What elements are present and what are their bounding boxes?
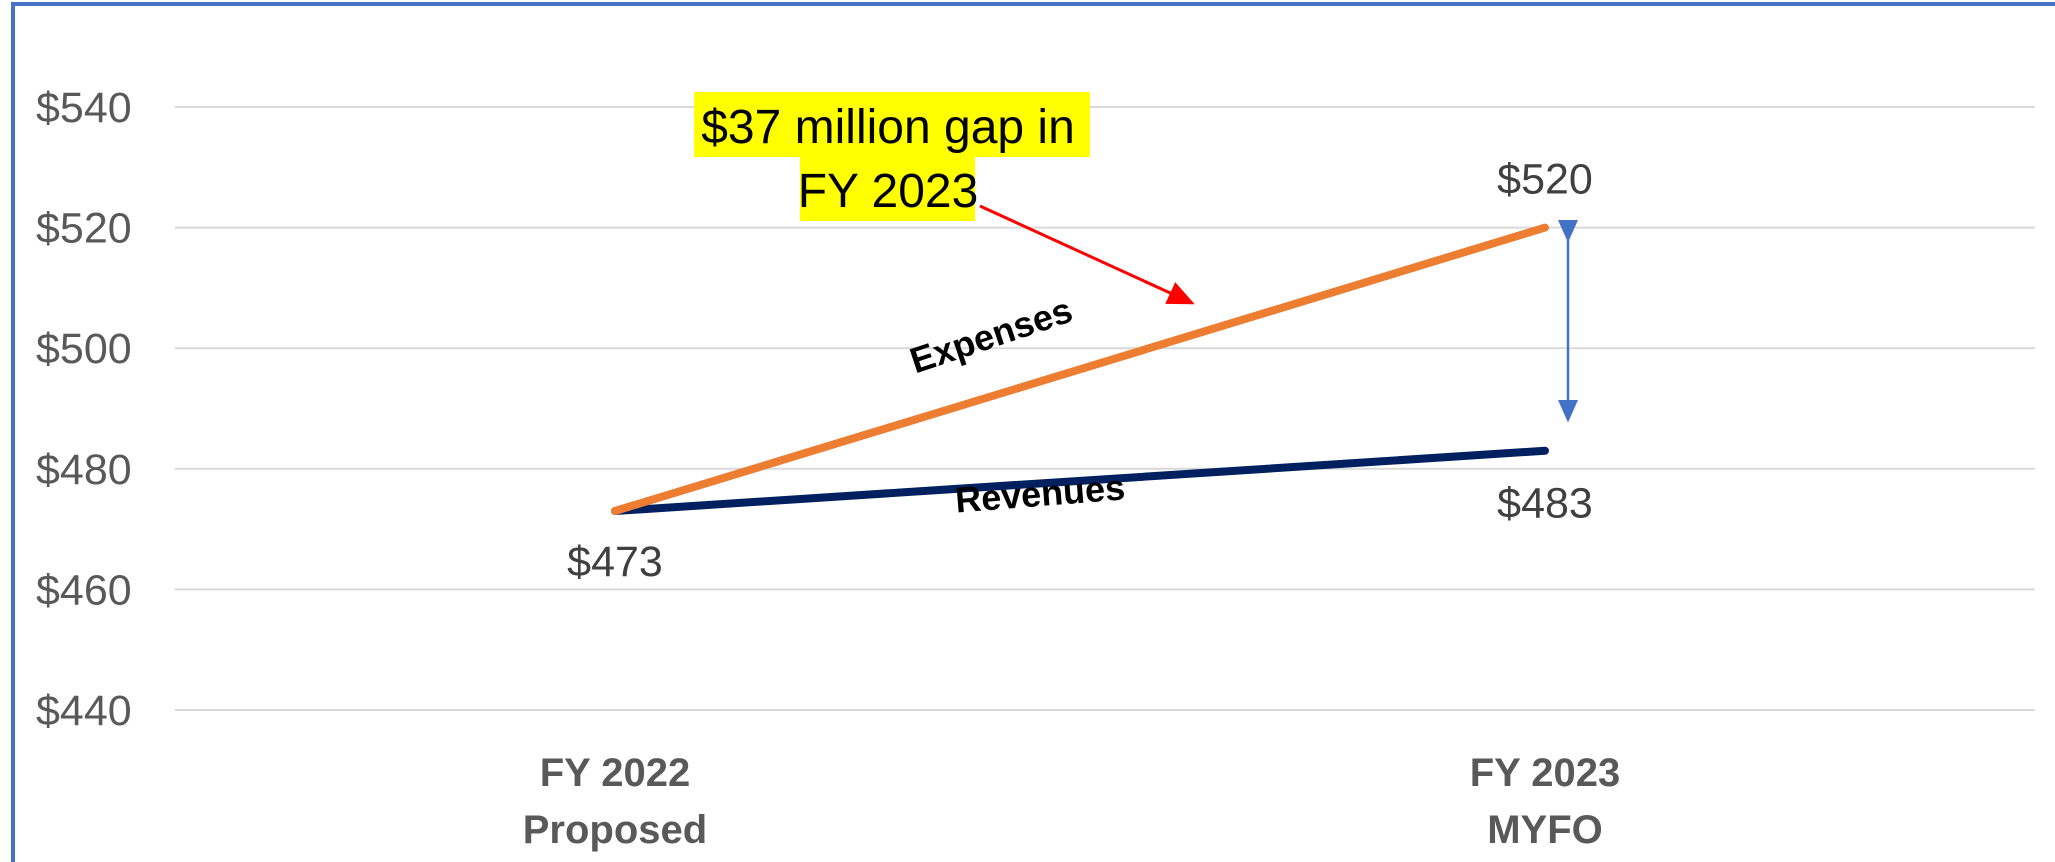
gridlines <box>175 106 2035 711</box>
callout-text-line-1: $37 million gap in <box>701 101 1075 154</box>
y-tick-label: $540 <box>36 84 132 132</box>
x-axis-categories: FY 2022 Proposed FY 2023 MYFO <box>523 751 1620 852</box>
chart-frame <box>11 2 2055 862</box>
x-category-label: Proposed <box>523 808 707 852</box>
data-label: $473 <box>567 538 663 586</box>
x-category-label: FY 2023 <box>1470 751 1621 795</box>
data-labels: $520 $473 $483 <box>567 156 1593 586</box>
series-label-expenses: Expenses <box>905 289 1077 381</box>
callout-text-line-2: FY 2023 <box>798 165 979 218</box>
callout-highlight-line-1 <box>694 92 1090 157</box>
callout-highlight-line-2 <box>800 157 975 221</box>
series-line-expenses <box>611 223 1549 516</box>
data-label: $483 <box>1497 480 1593 528</box>
series-label-revenues: Revenues <box>954 466 1127 520</box>
y-tick-label: $440 <box>36 687 132 735</box>
y-axis-ticks: $540 $520 $500 $480 $460 $440 <box>36 84 132 735</box>
series-line-revenues <box>611 446 1549 516</box>
series-lines <box>611 223 1549 516</box>
x-category-label: FY 2022 <box>540 751 691 795</box>
callout-arrow <box>979 204 1195 305</box>
y-tick-label: $480 <box>36 446 132 494</box>
data-label: $520 <box>1497 156 1593 204</box>
x-category-label: MYFO <box>1487 808 1603 852</box>
y-tick-label: $520 <box>36 205 132 253</box>
y-tick-label: $500 <box>36 325 132 373</box>
y-tick-label: $460 <box>36 566 132 614</box>
gap-callout: $37 million gap in FY 2023 <box>694 92 1195 305</box>
